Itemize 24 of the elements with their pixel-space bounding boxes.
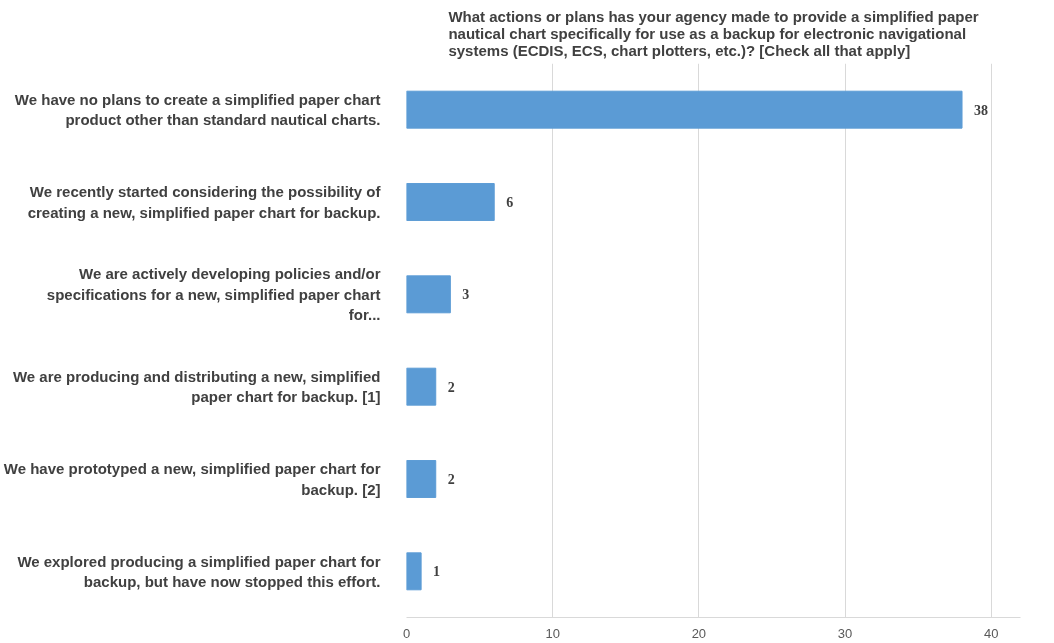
x-tick-label: 30 [837, 625, 853, 641]
bar [406, 552, 422, 591]
x-tick-label: 20 [691, 625, 707, 641]
data-label: 3 [462, 287, 470, 303]
data-label: 38 [974, 102, 989, 118]
y-tick-label: We have prototyped a new, simplified paper chart for backup. [2] [3, 460, 381, 498]
bar [406, 90, 963, 129]
data-label: 6 [506, 195, 514, 210]
y-tick-label: We are producing and distributing a new, simplified paper chart for backup. [1] [12, 367, 381, 406]
y-tick-label: We have no plans to create a simplified paper chart product other than standard nautical charts. [14, 90, 381, 129]
y-tick-label: We explored producing a simplified paper chart for backup, but have now stopped this effort. [17, 552, 381, 591]
x-tick-label: 40 [984, 625, 999, 641]
chart-title: What actions or plans has your agency made to provide a simplified paper nautical chart specifically for use as a backup for electronic navigational systems (ECDIS, ECS, chart plotters, etc.)? [Check all that apply] [448, 7, 979, 59]
bar [406, 183, 495, 221]
y-tick-label: We recently started considering the possibility of creating a new, simplified paper chart for backup. [27, 183, 382, 221]
x-tick-label: 10 [545, 625, 560, 641]
bar [406, 367, 437, 406]
bar [406, 275, 451, 314]
data-label: 1 [433, 564, 441, 580]
x-tick-label: 0 [402, 625, 411, 641]
data-label: 2 [447, 379, 455, 395]
y-tick-label: We are actively developing policies and/or specifications for a new, simplified paper chart for... [46, 265, 381, 324]
data-label: 2 [447, 472, 455, 487]
bar [406, 460, 437, 498]
